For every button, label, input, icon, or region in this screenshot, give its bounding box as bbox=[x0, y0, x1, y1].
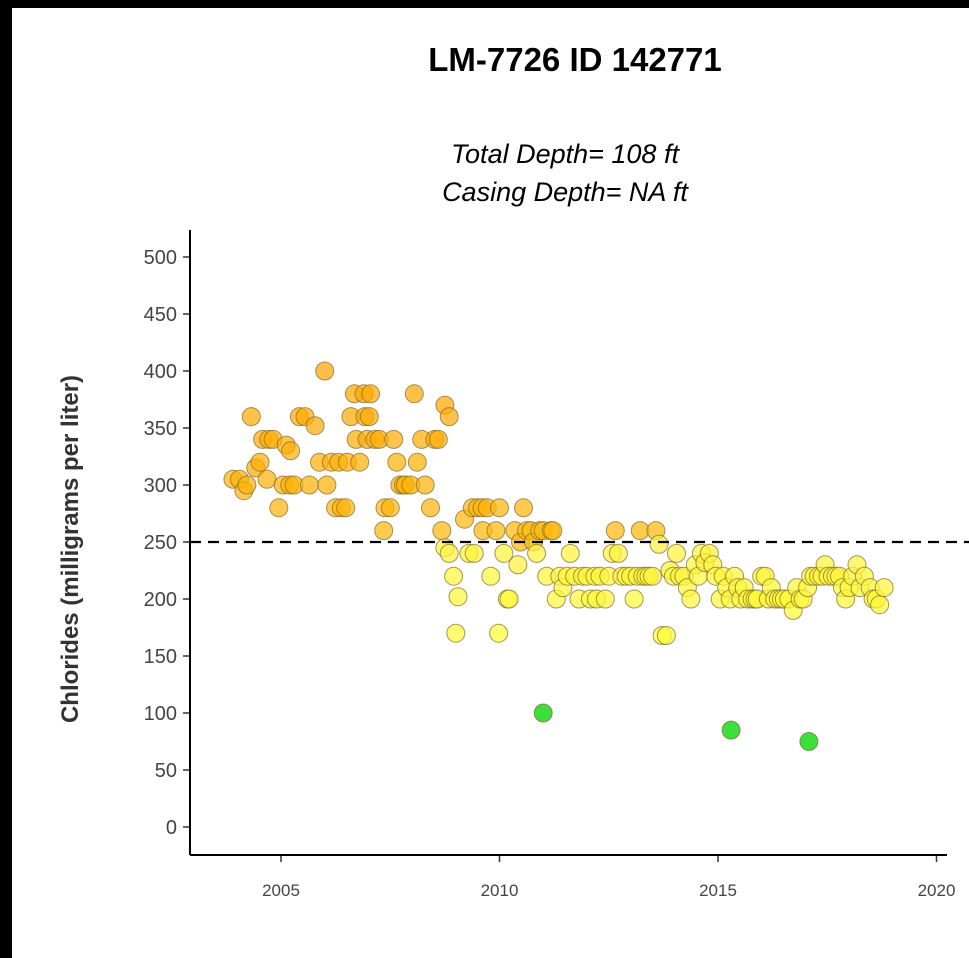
data-point bbox=[499, 589, 519, 609]
data-point bbox=[643, 566, 662, 586]
data-point bbox=[874, 578, 894, 598]
data-point bbox=[608, 543, 628, 563]
chart-title: LM-7726 ID 142771 bbox=[428, 41, 722, 78]
data-point bbox=[624, 589, 644, 609]
y-tick-label: 350 bbox=[144, 418, 177, 440]
data-point bbox=[605, 521, 625, 541]
data-point bbox=[444, 566, 464, 586]
y-axis-label: Chlorides (milligrams per liter) bbox=[57, 375, 84, 723]
data-point bbox=[384, 429, 404, 449]
data-point bbox=[299, 475, 319, 495]
data-point bbox=[508, 555, 528, 575]
data-point bbox=[656, 626, 676, 645]
data-point bbox=[374, 521, 394, 541]
data-point bbox=[269, 498, 289, 518]
data-point bbox=[514, 498, 533, 518]
data-point bbox=[257, 469, 277, 489]
data-point bbox=[361, 384, 381, 404]
data-point bbox=[543, 521, 563, 541]
x-tick-label: 2010 bbox=[481, 881, 519, 900]
chart-frame: LM-7726 ID 142771 Total Depth= 108 ft Ca… bbox=[12, 8, 969, 958]
chart: LM-7726 ID 142771 Total Depth= 108 ft Ca… bbox=[57, 41, 969, 900]
data-point bbox=[667, 543, 686, 563]
data-point bbox=[527, 543, 547, 563]
x-tick-label: 2015 bbox=[699, 881, 737, 900]
data-point bbox=[305, 416, 325, 436]
y-tick-label: 150 bbox=[144, 646, 177, 668]
data-point bbox=[446, 623, 466, 643]
data-point bbox=[486, 521, 506, 541]
subtitle-line-casing-depth: Casing Depth= NA ft bbox=[442, 177, 689, 207]
y-tick-label: 450 bbox=[144, 304, 177, 326]
data-point bbox=[439, 407, 459, 427]
data-point bbox=[560, 543, 580, 563]
data-point bbox=[464, 543, 484, 563]
data-point bbox=[428, 429, 448, 449]
data-point bbox=[490, 498, 509, 518]
data-point bbox=[533, 703, 553, 723]
y-tick-label: 500 bbox=[144, 247, 177, 269]
data-point bbox=[336, 498, 356, 518]
y-tick-label: 400 bbox=[144, 361, 177, 383]
data-point bbox=[315, 361, 335, 381]
data-point bbox=[649, 534, 669, 554]
data-point bbox=[250, 452, 270, 472]
data-point bbox=[415, 475, 435, 495]
data-point bbox=[281, 441, 301, 461]
x-axis-ticks: 2005 2010 2015 2020 bbox=[262, 855, 955, 900]
y-tick-label: 250 bbox=[144, 532, 177, 554]
x-tick-label: 2020 bbox=[918, 881, 956, 900]
y-tick-label: 0 bbox=[166, 817, 177, 839]
data-point bbox=[432, 521, 452, 541]
data-point bbox=[404, 384, 424, 404]
data-point bbox=[350, 452, 370, 472]
y-tick-label: 100 bbox=[144, 703, 177, 725]
data-point bbox=[387, 452, 407, 472]
data-point bbox=[407, 452, 427, 472]
data-point bbox=[799, 732, 819, 751]
y-tick-label: 50 bbox=[155, 760, 177, 782]
data-point bbox=[237, 475, 257, 495]
data-point bbox=[241, 407, 261, 427]
data-point bbox=[421, 498, 440, 518]
subtitle-line-total-depth: Total Depth= 108 ft bbox=[451, 139, 680, 169]
y-tick-label: 200 bbox=[144, 589, 177, 611]
data-point bbox=[317, 475, 337, 495]
data-point bbox=[721, 720, 741, 740]
data-points bbox=[223, 361, 894, 751]
data-point bbox=[380, 498, 400, 518]
data-point bbox=[439, 543, 459, 563]
data-point bbox=[489, 623, 509, 643]
y-tick-label: 300 bbox=[144, 475, 177, 497]
y-axis-ticks: 0 50 100 150 200 250 300 350 400 450 500 bbox=[144, 247, 190, 839]
data-point bbox=[481, 566, 501, 586]
data-point bbox=[870, 595, 890, 615]
data-point bbox=[359, 407, 379, 427]
data-point bbox=[448, 587, 468, 607]
data-point bbox=[494, 543, 514, 563]
data-point bbox=[681, 589, 701, 609]
data-point bbox=[595, 589, 615, 609]
x-tick-label: 2005 bbox=[262, 881, 300, 900]
